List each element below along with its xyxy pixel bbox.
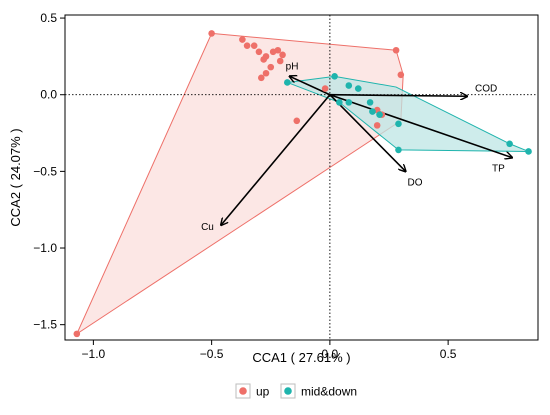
point-up-21 (73, 330, 81, 338)
sample-points (73, 30, 532, 338)
arrow-label-do: DO (408, 177, 423, 188)
point-up-7 (274, 46, 282, 54)
point-mid-down-11 (506, 140, 513, 148)
y-tick-label: −0.5 (33, 164, 57, 178)
point-mid-down-5 (345, 99, 353, 106)
point-up-1 (239, 36, 246, 43)
point-up-12 (279, 51, 286, 59)
arrow-cod (329, 95, 467, 97)
point-mid-down-1 (331, 73, 338, 80)
legend-key-dot (284, 387, 292, 395)
x-tick-label: −0.5 (200, 347, 224, 361)
arrow-label-cu: Cu (201, 222, 214, 233)
point-up-2 (243, 42, 251, 49)
point-mid-down-12 (525, 148, 532, 155)
legend: up mid&down (235, 383, 357, 399)
arrow-tp (329, 93, 512, 158)
y-tick-label: −1.0 (33, 241, 57, 255)
point-mid-down-6 (366, 99, 374, 106)
x-tick-label: 0.5 (440, 347, 457, 361)
point-up-14 (293, 117, 301, 125)
point-mid-down-0 (284, 79, 291, 86)
x-axis: −1.0 −0.5 0.0 0.5 (82, 340, 457, 361)
point-up-10 (262, 69, 270, 77)
legend-label-up: up (256, 385, 270, 399)
point-up-20 (373, 122, 381, 129)
point-mid-down-7 (369, 108, 376, 115)
point-mid-down-3 (354, 85, 362, 92)
point-mid-down-4 (336, 99, 343, 106)
x-tick-label: −1.0 (82, 347, 106, 361)
point-mid-down-9 (395, 120, 402, 128)
point-up-3 (250, 42, 258, 49)
point-up-15 (321, 85, 329, 92)
arrow-label-tp: TP (492, 164, 505, 175)
point-mid-down-2 (345, 82, 353, 89)
point-mid-down-10 (395, 146, 402, 154)
point-up-17 (397, 71, 405, 79)
point-up-13 (276, 57, 284, 65)
arrow-label-cod: COD (475, 83, 497, 94)
environmental-arrows: COD pH DO TP Cu (201, 61, 512, 233)
point-up-4 (255, 48, 263, 56)
legend-label-mid-down: mid&down (301, 385, 357, 399)
group-hulls (75, 32, 529, 336)
x-axis-title: CCA1 ( 27.61% ) (252, 350, 350, 365)
hull-up (75, 32, 404, 336)
point-up-9 (267, 63, 275, 71)
x-tick-label: 0.0 (322, 347, 339, 361)
y-tick-label: −1.5 (33, 318, 57, 332)
reference-lines (65, 15, 538, 340)
arrow-ph (290, 76, 331, 96)
point-mid-down-8 (376, 111, 383, 118)
plot-frame (64, 14, 539, 341)
y-tick-label: 0.5 (40, 11, 57, 25)
point-up-11 (257, 74, 265, 82)
arrow-cu (221, 94, 331, 225)
point-up-8 (260, 56, 267, 63)
y-axis: 0.5 0.0 −0.5 −1.0 −1.5 (33, 11, 65, 332)
arrow-do (329, 94, 406, 172)
point-up-0 (208, 30, 215, 37)
arrow-label-ph: pH (286, 61, 299, 72)
y-axis-title: CCA2 ( 24.07% ) (8, 128, 23, 226)
legend-key-dot (239, 387, 247, 395)
y-tick-label: 0.0 (40, 88, 57, 102)
point-up-16 (392, 46, 400, 54)
